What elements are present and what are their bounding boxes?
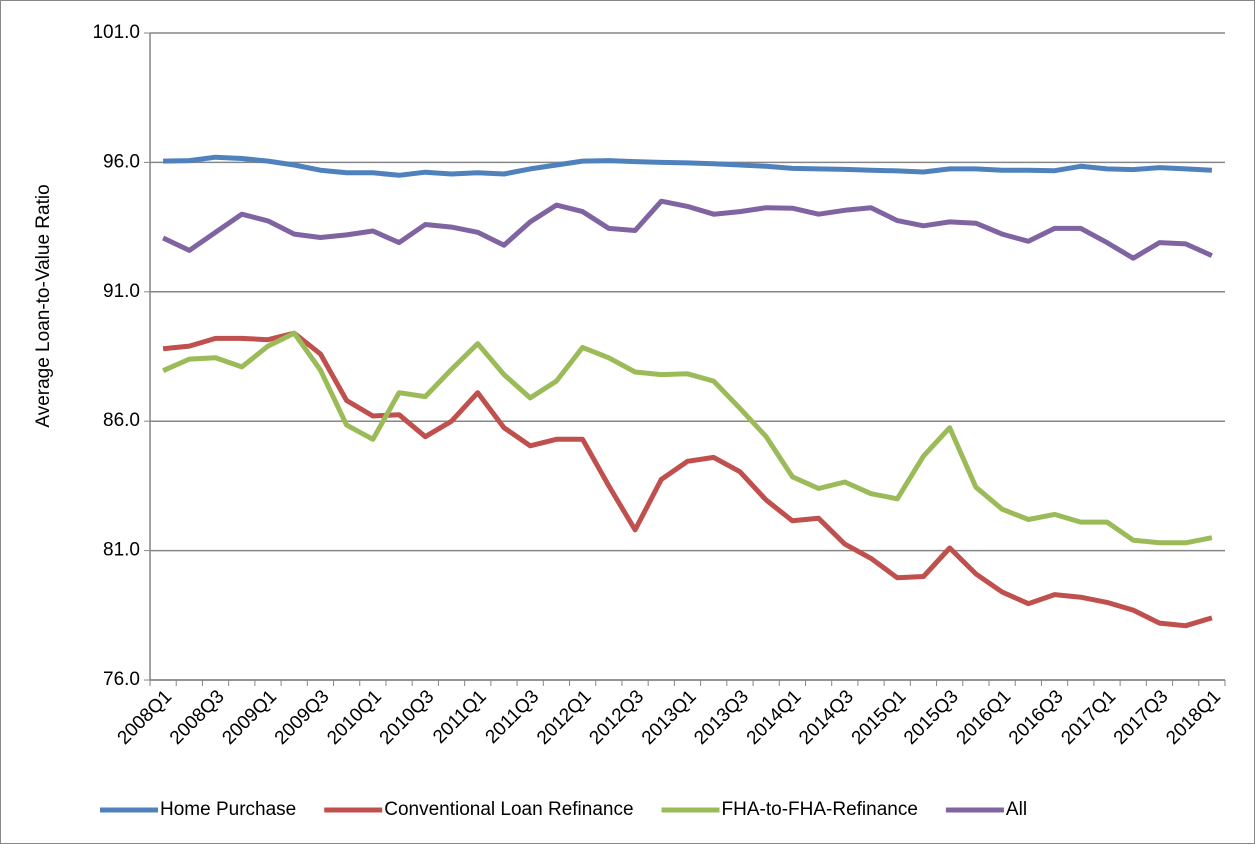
legend-label: All: [1006, 799, 1027, 820]
y-axis-label: Average Loan-to-Value Ratio: [33, 184, 54, 427]
legend-label: Conventional Loan Refinance: [384, 799, 633, 820]
y-tick-label: 81.0: [103, 540, 140, 561]
legend-label: FHA-to-FHA-Refinance: [722, 799, 918, 820]
y-tick-label: 96.0: [103, 151, 140, 172]
series-line: [162, 198, 1213, 261]
series-line: [162, 330, 1213, 629]
y-tick-label: 86.0: [103, 410, 140, 431]
series-line: [163, 154, 1213, 178]
y-tick-label: 101.0: [92, 22, 140, 43]
series-line: [162, 330, 1213, 546]
legend-label: Home Purchase: [160, 799, 296, 820]
y-tick-label: 91.0: [103, 281, 140, 302]
y-tick-label: 76.0: [103, 669, 140, 690]
